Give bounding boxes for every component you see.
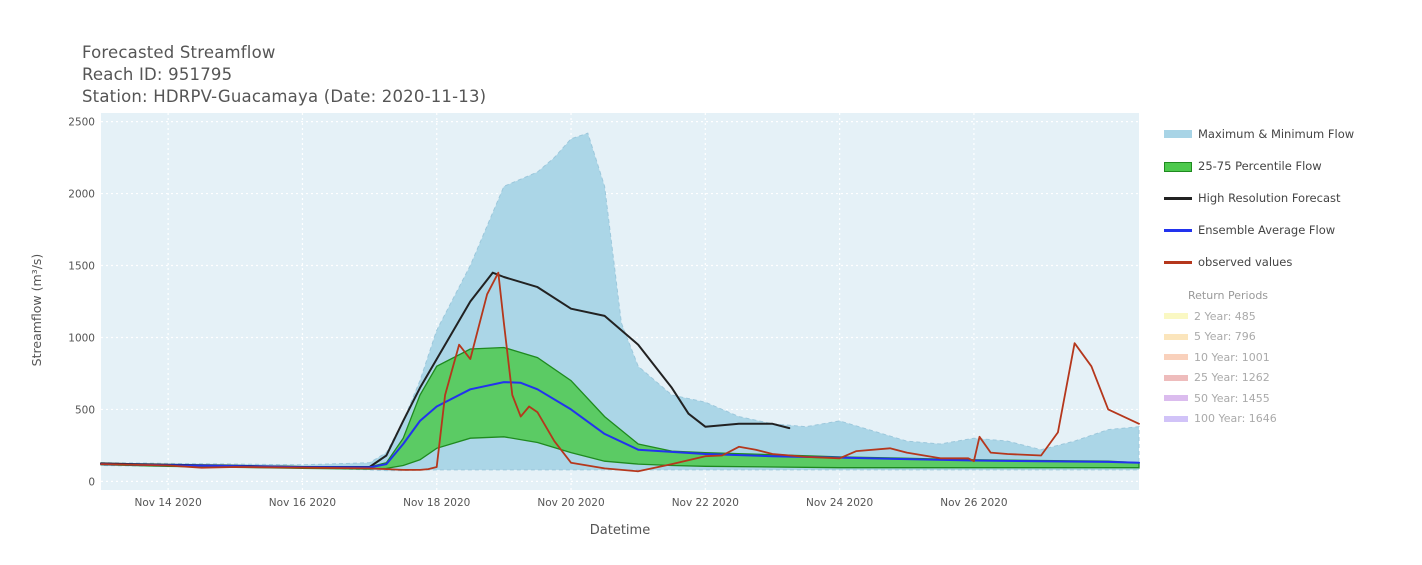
series-observed-values <box>100 271 1140 473</box>
x-axis: Nov 14 2020 Nov 16 2020 Nov 18 2020 Nov 20 … <box>135 497 1008 509</box>
x-tick-label: Nov 24 2020 <box>806 497 873 509</box>
legend-items: Maximum & Minimum Flow 25-75 Percentile F… <box>1162 118 1412 278</box>
band-25-75-percentile-flow <box>100 346 1140 470</box>
legend-swatch <box>1162 159 1194 173</box>
y-axis-label: Streamflow (m³/s) <box>29 254 44 367</box>
legend-label: observed values <box>1198 255 1293 269</box>
legend-swatch <box>1162 127 1194 141</box>
chart-title-block: Forecasted Streamflow Reach ID: 951795 S… <box>82 42 486 108</box>
x-tick-label: Nov 22 2020 <box>672 497 739 509</box>
return-period-item[interactable]: 5 Year: 796 <box>1162 327 1412 348</box>
x-axis-label: Datetime <box>590 523 650 538</box>
return-period-label: 25 Year: 1262 <box>1194 371 1270 385</box>
return-period-swatch <box>1162 330 1190 344</box>
y-tick-label: 2500 <box>68 117 95 129</box>
return-period-item[interactable]: 25 Year: 1262 <box>1162 368 1412 389</box>
y-axis: 0 500 1000 1500 2000 2500 <box>68 117 95 489</box>
legend-label: High Resolution Forecast <box>1198 191 1341 205</box>
chart-title: Forecasted Streamflow <box>82 43 276 62</box>
y-tick-label: 1500 <box>68 261 95 273</box>
return-period-swatch <box>1162 391 1190 405</box>
return-period-swatch <box>1162 309 1190 323</box>
legend-item[interactable]: observed values <box>1162 246 1412 278</box>
grid-lines <box>101 113 1139 490</box>
legend-item[interactable]: 25-75 Percentile Flow <box>1162 150 1412 182</box>
legend-label: Maximum & Minimum Flow <box>1198 127 1355 141</box>
legend-swatch <box>1162 255 1194 269</box>
legend-item[interactable]: Ensemble Average Flow <box>1162 214 1412 246</box>
chart-subtitle-station: Station: HDRPV-Guacamaya (Date: 2020-11-… <box>82 87 487 106</box>
legend-swatch <box>1162 191 1194 205</box>
line-layer <box>100 271 1140 473</box>
return-period-label: 5 Year: 796 <box>1194 330 1256 344</box>
return-periods-list: 2 Year: 485 5 Year: 796 10 Year: 1001 25 Ye… <box>1162 306 1412 429</box>
legend-swatch <box>1162 223 1194 237</box>
y-tick-label: 500 <box>75 404 95 416</box>
return-period-label: 50 Year: 1455 <box>1194 391 1270 405</box>
return-period-swatch <box>1162 371 1190 385</box>
x-tick-label: Nov 16 2020 <box>269 497 336 509</box>
return-period-item[interactable]: 50 Year: 1455 <box>1162 388 1412 409</box>
x-tick-label: Nov 20 2020 <box>537 497 604 509</box>
return-period-item[interactable]: 10 Year: 1001 <box>1162 347 1412 368</box>
legend-label: Ensemble Average Flow <box>1198 223 1336 237</box>
band-maximum-minimum-flow <box>100 132 1140 472</box>
chart-subtitle-reach: Reach ID: 951795 <box>82 65 233 84</box>
return-period-label: 100 Year: 1646 <box>1194 412 1277 426</box>
legend-item[interactable]: High Resolution Forecast <box>1162 182 1412 214</box>
legend-label: 25-75 Percentile Flow <box>1198 159 1322 173</box>
return-periods-title: Return Periods <box>1188 289 1269 302</box>
x-tick-label: Nov 14 2020 <box>135 497 202 509</box>
legend-item[interactable]: Maximum & Minimum Flow <box>1162 118 1412 150</box>
return-period-item[interactable]: 100 Year: 1646 <box>1162 409 1412 430</box>
y-tick-label: 1000 <box>68 332 95 344</box>
y-tick-label: 2000 <box>68 189 95 201</box>
x-tick-label: Nov 26 2020 <box>940 497 1007 509</box>
return-period-swatch <box>1162 412 1190 426</box>
y-tick-label: 0 <box>88 476 95 488</box>
return-period-label: 10 Year: 1001 <box>1194 350 1270 364</box>
return-period-swatch <box>1162 350 1190 364</box>
return-period-label: 2 Year: 485 <box>1194 309 1256 323</box>
legend: Maximum & Minimum Flow 25-75 Percentile F… <box>1162 118 1412 429</box>
x-tick-label: Nov 18 2020 <box>403 497 470 509</box>
return-period-item[interactable]: 2 Year: 485 <box>1162 306 1412 327</box>
band-layer <box>100 132 1140 472</box>
